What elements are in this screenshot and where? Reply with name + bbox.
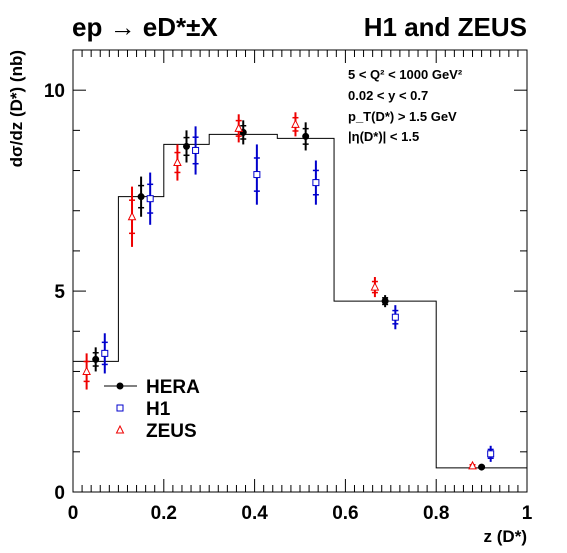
h1-point — [391, 313, 399, 321]
x-tick-label: 0.4 — [241, 503, 268, 524]
x-tick-label: 1 — [522, 503, 533, 524]
x-tick-label: 0.2 — [151, 503, 177, 524]
y-tick-label: 0 — [54, 483, 65, 504]
x-tick-label: 0.8 — [423, 503, 449, 524]
h1-point — [253, 171, 261, 179]
zeus-point — [291, 119, 300, 128]
cut-eta: |η(D*)| < 1.5 — [348, 129, 419, 144]
legend-marker — [116, 382, 124, 390]
legend-label: ZEUS — [146, 421, 197, 442]
hera-point — [381, 297, 389, 305]
cut-pt: p_T(D*) > 1.5 GeV — [348, 109, 457, 124]
legend-marker — [115, 424, 125, 434]
legend-hera: HERA — [104, 377, 200, 398]
h1-point — [312, 179, 320, 187]
legend-label: H1 — [146, 399, 171, 420]
x-tick-label: 0.6 — [332, 503, 358, 524]
cut-q2: 5 < Q² < 1000 GeV² — [348, 67, 463, 82]
cut-y: 0.02 < y < 0.7 — [348, 88, 428, 103]
collaboration-title: H1 and ZEUS — [364, 12, 527, 42]
zeus-point — [82, 366, 91, 375]
x-axis-title: z (D*) — [484, 527, 527, 546]
legend-marker — [116, 404, 124, 412]
hera-point — [302, 132, 310, 140]
y-tick-label: 5 — [54, 282, 65, 303]
y-tick-label: 10 — [44, 81, 65, 102]
hera-point — [478, 463, 486, 471]
legend-h1: H1 — [116, 399, 171, 420]
hera-point — [92, 355, 100, 363]
hera-point — [183, 142, 190, 150]
hera-point — [137, 193, 145, 201]
series-zeus — [82, 112, 477, 470]
process-title: ep → eD*±X — [72, 12, 218, 42]
zeus-point — [468, 460, 477, 470]
h1-point — [101, 349, 109, 357]
plot-frame — [72, 49, 528, 493]
series-h1 — [101, 126, 495, 462]
y-axis-title: dσ/dz (D*) (nb) — [7, 50, 26, 167]
zeus-point — [370, 281, 380, 291]
x-tick-label: 0 — [68, 503, 79, 524]
legend-zeus: ZEUS — [115, 421, 197, 442]
zeus-point — [127, 211, 137, 221]
h1-point — [192, 146, 200, 154]
zeus-point — [173, 157, 182, 167]
h1-point — [146, 195, 154, 203]
kinematic-cuts: 5 < Q² < 1000 GeV² 0.02 < y < 0.7 p_T(D*… — [348, 67, 463, 144]
h1-point — [487, 450, 495, 458]
zeus-point — [234, 123, 244, 132]
legend-label: HERA — [146, 377, 200, 398]
